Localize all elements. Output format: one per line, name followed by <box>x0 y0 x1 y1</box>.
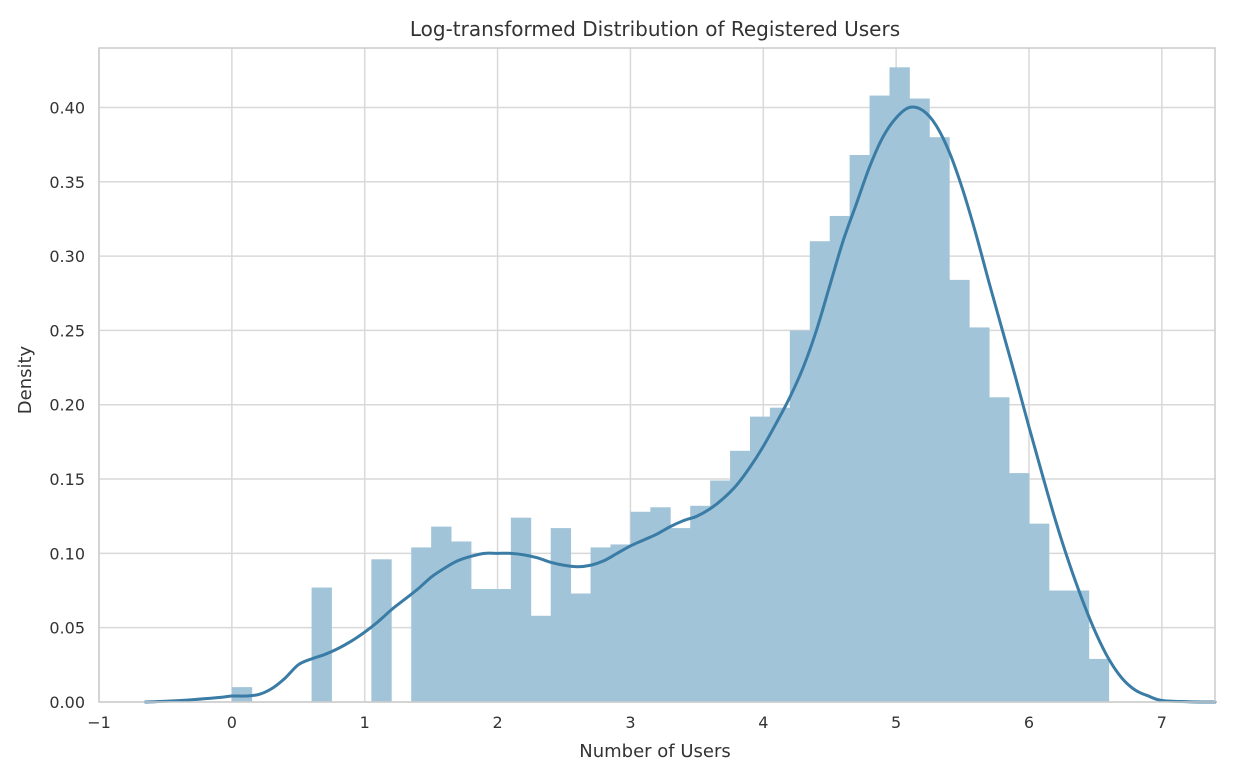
histogram-bar <box>570 593 591 702</box>
histogram-bar <box>750 416 771 702</box>
histogram-bar <box>789 330 811 702</box>
y-tick-label: 0.15 <box>49 470 85 489</box>
histogram-bar <box>909 98 930 702</box>
histogram-bar <box>650 507 671 702</box>
histogram-bar <box>929 137 950 702</box>
histogram-bar <box>989 397 1010 702</box>
histogram-bar <box>1029 523 1050 702</box>
histogram-bar <box>431 526 452 702</box>
histogram-bar <box>690 505 711 702</box>
histogram-bar <box>1088 658 1110 702</box>
histogram-bar <box>769 407 791 702</box>
x-tick-label: 7 <box>1157 713 1167 732</box>
histogram-bar <box>869 95 890 702</box>
y-tick-label: 0.20 <box>49 396 85 415</box>
histogram-bar <box>311 587 332 702</box>
histogram-bar <box>610 544 631 702</box>
histogram-bar <box>371 559 392 702</box>
histogram-bar <box>550 528 572 702</box>
x-tick-label: 1 <box>360 713 370 732</box>
x-tick-label: 4 <box>758 713 768 732</box>
x-tick-label: 2 <box>492 713 502 732</box>
y-tick-label: 0.40 <box>49 98 85 117</box>
histogram-bar <box>630 511 651 702</box>
x-tick-label: −1 <box>87 713 111 732</box>
histogram-bar <box>231 687 253 702</box>
histogram-bar <box>490 589 512 702</box>
y-tick-label: 0.00 <box>49 693 85 712</box>
histogram-bar <box>530 615 552 702</box>
chart-title: Log-transformed Distribution of Register… <box>410 17 900 41</box>
histogram-bar <box>670 528 691 702</box>
x-axis-title: Number of Users <box>579 741 731 762</box>
y-tick-labels: 0.00 0.05 0.10 0.15 0.20 0.25 0.30 0.35 0.40 <box>49 98 85 712</box>
histogram-bar <box>949 279 970 702</box>
x-tick-label: 6 <box>1024 713 1034 732</box>
histogram-bar <box>1068 590 1090 702</box>
plot-frame <box>98 47 1216 703</box>
kde-curve <box>144 105 1217 704</box>
y-tick-label: 0.05 <box>49 619 85 638</box>
y-tick-label: 0.10 <box>49 544 85 563</box>
histogram-bar <box>829 215 851 702</box>
histogram-bar <box>730 450 751 702</box>
y-tick-label: 0.35 <box>49 173 85 192</box>
histogram-bar <box>969 327 990 702</box>
histogram-bar <box>411 547 432 702</box>
y-tick-label: 0.30 <box>49 247 85 266</box>
histogram-bar <box>510 517 532 702</box>
x-tick-label: 5 <box>891 713 901 732</box>
y-axis-title: Density <box>15 345 36 414</box>
histogram-bar <box>710 480 731 702</box>
histogram-bar <box>809 241 831 702</box>
x-tick-label: 0 <box>227 713 237 732</box>
x-tick-label: 3 <box>625 713 635 732</box>
histogram-bar <box>889 67 910 702</box>
histogram-bar <box>471 589 492 702</box>
histogram-bar <box>849 155 870 702</box>
histogram-bar <box>1009 473 1030 702</box>
histogram-bars <box>231 67 1110 702</box>
histogram-bar <box>451 541 472 702</box>
histogram-bar <box>590 547 611 702</box>
y-tick-label: 0.25 <box>49 321 85 340</box>
kde-layer <box>144 105 1217 704</box>
x-tick-labels: −1 0 1 2 3 4 5 6 7 <box>87 713 1167 732</box>
histogram-bar <box>1048 590 1070 702</box>
